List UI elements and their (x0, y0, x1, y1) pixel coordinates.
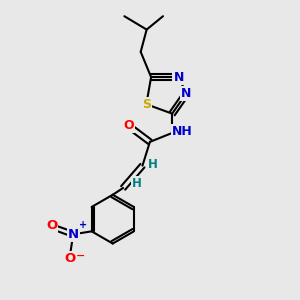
Text: N: N (181, 87, 191, 100)
Text: H: H (148, 158, 158, 171)
Text: N: N (173, 70, 184, 84)
Text: NH: NH (172, 125, 193, 138)
Text: O: O (64, 252, 76, 265)
Text: S: S (142, 98, 151, 111)
Text: H: H (132, 177, 142, 190)
Text: O: O (46, 219, 57, 232)
Text: N: N (68, 228, 79, 241)
Text: +: + (79, 220, 87, 230)
Text: −: − (76, 251, 85, 261)
Text: O: O (124, 119, 134, 132)
